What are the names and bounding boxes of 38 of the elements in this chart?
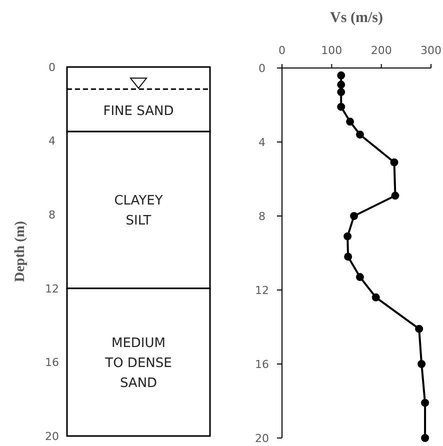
point bbox=[372, 293, 380, 302]
y-tick-label: 20 bbox=[45, 430, 59, 443]
x-tick-label: 200 bbox=[370, 44, 392, 57]
point bbox=[337, 102, 346, 111]
point bbox=[391, 192, 400, 200]
x-tick-label: 100 bbox=[321, 44, 342, 57]
point bbox=[337, 71, 346, 80]
point bbox=[421, 398, 430, 407]
point bbox=[337, 88, 346, 96]
y-tick-label: 8 bbox=[258, 210, 266, 223]
point bbox=[356, 130, 364, 139]
point bbox=[346, 118, 354, 126]
series-label: CLAYEY SILT bbox=[114, 194, 163, 229]
series-label: FINE SAND bbox=[103, 104, 174, 119]
point bbox=[337, 80, 346, 89]
point bbox=[350, 212, 358, 220]
y-tick-label: 12 bbox=[45, 282, 59, 296]
point bbox=[344, 232, 352, 240]
y-tick-label: 0 bbox=[48, 60, 56, 74]
point bbox=[415, 324, 424, 333]
point bbox=[421, 434, 430, 442]
y-tick-label: 16 bbox=[45, 356, 59, 370]
point bbox=[390, 158, 398, 166]
y-tick-label: 12 bbox=[255, 284, 269, 297]
x-tick-label: 0 bbox=[278, 44, 286, 57]
y-tick-label: 8 bbox=[48, 208, 56, 222]
y-tick-label: 4 bbox=[48, 134, 56, 148]
y-tick-label: 0 bbox=[258, 62, 266, 75]
y-tick-label: 16 bbox=[255, 358, 269, 371]
y-tick-label: 20 bbox=[255, 432, 269, 445]
x-tick-label: 300 bbox=[420, 44, 442, 57]
y-tick-label: 4 bbox=[258, 136, 266, 149]
y-axis-title: Depth (m) bbox=[13, 220, 28, 282]
x-axis-title: Vs (m/s) bbox=[330, 10, 383, 26]
point bbox=[356, 273, 364, 282]
point bbox=[344, 252, 352, 261]
point bbox=[418, 360, 426, 368]
series-label: MEDIUM TO DENSE SAND bbox=[104, 336, 172, 391]
